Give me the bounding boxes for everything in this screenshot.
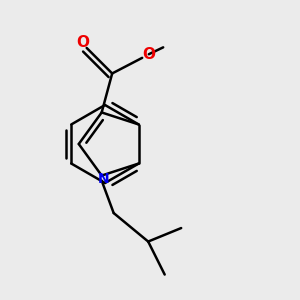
Text: N: N <box>98 172 109 186</box>
Text: O: O <box>76 35 90 50</box>
Text: O: O <box>142 47 155 62</box>
